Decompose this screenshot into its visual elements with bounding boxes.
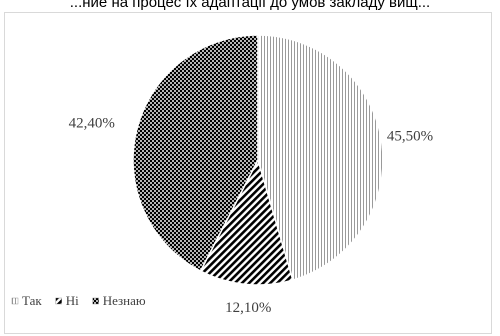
pie-data-labels: 45,50% 12,10% 42,40% xyxy=(69,115,433,316)
page-title: ...ние на процес їх адаптації до умов за… xyxy=(69,0,431,11)
pie-slice-1 xyxy=(257,34,384,281)
legend-swatch-3 xyxy=(92,297,99,305)
data-label-2: 12,10% xyxy=(225,300,271,316)
legend-swatch-2 xyxy=(55,297,62,305)
legend-label-1: Так xyxy=(22,293,42,308)
legend-label-2: Ні xyxy=(66,293,79,308)
chart-legend: Так Ні Незнаю xyxy=(11,293,146,308)
data-label-1: 45,50% xyxy=(387,129,433,145)
legend-swatch-1 xyxy=(11,297,19,305)
pie-slices xyxy=(132,34,384,286)
chart-area xyxy=(4,12,492,334)
pie-slice-3 xyxy=(132,34,259,273)
data-label-3: 42,40% xyxy=(69,115,115,131)
legend-label-3: Незнаю xyxy=(103,293,146,308)
pie-slice-2 xyxy=(199,157,294,286)
